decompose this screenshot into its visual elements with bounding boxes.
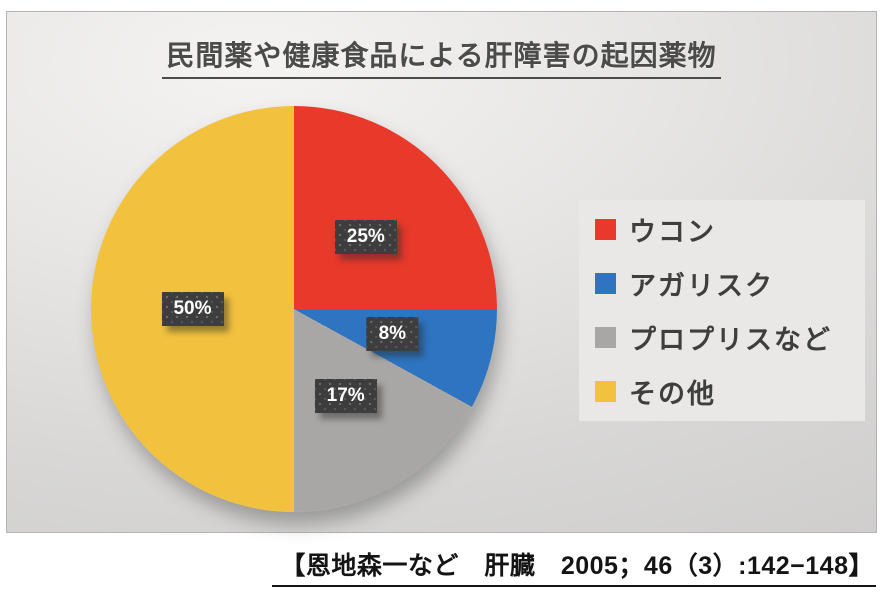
- legend-swatch-icon: [595, 327, 616, 348]
- pie-chart: 25% 8% 17% 50%: [91, 106, 497, 512]
- pie-data-label: 25%: [335, 220, 397, 254]
- legend-swatch-icon: [595, 381, 616, 402]
- legend-item: プロプリスなど: [595, 311, 865, 365]
- legend-item: アガリスク: [595, 257, 865, 311]
- legend: ウコンアガリスクプロプリスなど その他: [579, 200, 865, 421]
- legend-item: ウコン: [595, 203, 865, 257]
- pie-data-label: 8%: [367, 317, 418, 351]
- pie-data-label: 17%: [315, 379, 377, 413]
- legend-item: その他: [595, 365, 865, 419]
- chart-panel: 民間薬や健康食品による肝障害の起因薬物 25% 8% 17% 50% ウコンアガリスク…: [6, 11, 877, 533]
- pie-data-label: 50%: [161, 292, 223, 326]
- legend-label: ウコン: [629, 217, 716, 247]
- legend-label: アガリスク: [629, 271, 774, 301]
- chart-title-row: 民間薬や健康食品による肝障害の起因薬物: [7, 34, 876, 79]
- citation-text: 【恩地森一など 肝臓 2005；46（3）:142−148】: [272, 546, 876, 587]
- legend-label: プロプリスなど: [629, 325, 832, 355]
- chart-title: 民間薬や健康食品による肝障害の起因薬物: [162, 34, 721, 79]
- pie: [91, 106, 497, 512]
- legend-swatch-icon: [595, 219, 616, 240]
- legend-swatch-icon: [595, 273, 616, 294]
- legend-label: その他: [629, 379, 716, 409]
- citation-row: 【恩地森一など 肝臓 2005；46（3）:142−148】: [272, 546, 876, 587]
